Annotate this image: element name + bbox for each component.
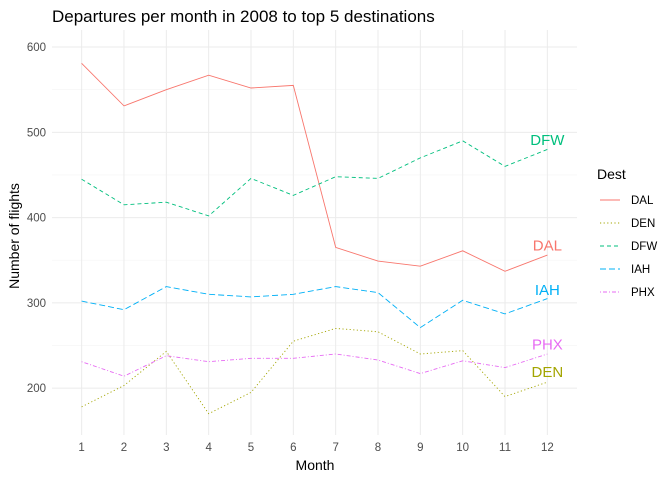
x-tick-label: 3 — [163, 442, 169, 454]
chart-title: Departures per month in 2008 to top 5 de… — [52, 7, 435, 26]
end-label-phx: PHX — [532, 337, 563, 354]
series-line-iah — [81, 286, 548, 329]
legend-label-phx: PHX — [631, 287, 655, 299]
series-lines — [81, 62, 548, 415]
end-label-dfw: DFW — [530, 132, 565, 149]
legend: Dest DAL DEN DFW IAH PHX — [597, 166, 657, 299]
x-tick-label: 7 — [332, 442, 338, 454]
series-line-dfw — [81, 140, 548, 217]
y-tick-label: 500 — [27, 127, 46, 139]
legend-label-iah: IAH — [631, 264, 650, 276]
end-label-dal: DAL — [533, 238, 562, 255]
x-axis-title: Month — [296, 457, 335, 473]
x-tick-label: 6 — [290, 442, 296, 454]
x-axis-ticks: 1 2 3 4 5 6 7 8 9 10 11 12 — [78, 442, 553, 454]
x-tick-label: 5 — [248, 442, 254, 454]
series-line-phx — [81, 353, 548, 377]
end-label-den: DEN — [532, 364, 564, 381]
y-tick-label: 200 — [27, 383, 46, 395]
y-axis-title: Number of flights — [6, 183, 22, 289]
x-tick-label: 12 — [541, 442, 554, 454]
end-labels: DFW DAL IAH PHX DEN — [530, 132, 565, 381]
x-tick-label: 2 — [121, 442, 127, 454]
series-line-dal — [81, 62, 548, 272]
legend-label-dfw: DFW — [631, 241, 657, 253]
y-tick-label: 300 — [27, 298, 46, 310]
legend-label-den: DEN — [631, 218, 655, 230]
x-tick-label: 4 — [205, 442, 212, 454]
y-tick-label: 400 — [27, 213, 46, 225]
legend-title: Dest — [597, 166, 626, 182]
x-tick-label: 8 — [375, 442, 381, 454]
x-tick-label: 9 — [417, 442, 423, 454]
x-tick-label: 11 — [499, 442, 511, 454]
y-tick-label: 600 — [27, 42, 46, 54]
legend-label-dal: DAL — [631, 195, 654, 207]
x-tick-label: 1 — [78, 442, 84, 454]
end-label-iah: IAH — [535, 282, 560, 299]
y-axis-ticks: 200 300 400 500 600 — [27, 42, 46, 395]
x-tick-label: 10 — [456, 442, 469, 454]
series-line-den — [81, 327, 548, 415]
gridlines — [52, 30, 577, 435]
